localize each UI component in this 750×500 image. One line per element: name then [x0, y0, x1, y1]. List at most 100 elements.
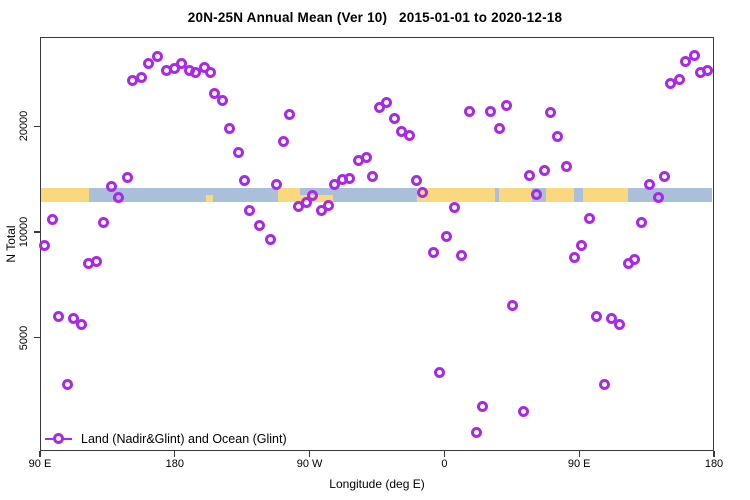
- data-point: [75, 318, 87, 330]
- y-axis-tick-label: 10000: [18, 216, 30, 248]
- data-point: [427, 246, 439, 258]
- x-axis-tick-label: 90 E: [567, 458, 591, 470]
- data-point: [507, 300, 519, 312]
- x-axis-tick: [39, 451, 41, 457]
- data-point: [47, 214, 59, 226]
- data-point: [152, 50, 164, 62]
- plot-area: Land (Nadir&Glint) and Ocean (Glint): [38, 37, 714, 451]
- data-point: [135, 71, 147, 83]
- x-axis-tick-label: 180: [704, 458, 724, 470]
- x-axis-tick-label: 180: [165, 458, 184, 470]
- data-point: [538, 164, 550, 176]
- data-point: [456, 250, 468, 262]
- data-point: [38, 240, 50, 252]
- data-point: [143, 58, 155, 70]
- data-point: [544, 106, 556, 118]
- land-patch: [277, 188, 301, 202]
- data-point: [561, 160, 573, 172]
- legend-label: Land (Nadir&Glint) and Ocean (Glint): [81, 432, 287, 446]
- data-point: [417, 187, 429, 199]
- data-point: [122, 171, 134, 183]
- data-point: [484, 105, 496, 117]
- land-patch: [416, 188, 495, 202]
- data-point: [344, 172, 356, 184]
- data-point: [673, 73, 685, 85]
- x-axis-tick-label: 90 W: [296, 458, 323, 470]
- data-point: [306, 189, 318, 201]
- data-point: [552, 131, 564, 143]
- land-patch: [41, 188, 89, 202]
- data-point: [204, 66, 216, 78]
- data-point: [576, 240, 588, 252]
- data-point: [224, 122, 236, 134]
- data-point: [366, 170, 378, 182]
- data-point: [243, 204, 255, 216]
- data-point: [176, 58, 188, 70]
- data-point: [329, 179, 341, 191]
- chart-title: 20N-25N Annual Mean (Ver 10) 2015-01-01 …: [187, 10, 563, 25]
- data-point: [583, 212, 595, 224]
- x-axis-tick: [443, 451, 446, 457]
- data-point: [531, 188, 543, 200]
- data-point: [381, 96, 393, 108]
- data-point: [517, 406, 529, 418]
- land-patch: [583, 188, 629, 202]
- y-axis-tick-label: 20000: [18, 111, 30, 142]
- data-point: [233, 146, 245, 158]
- data-point: [628, 254, 640, 266]
- data-point: [239, 175, 251, 187]
- data-point: [501, 100, 513, 112]
- x-axis-tick: [713, 451, 715, 457]
- data-point: [90, 255, 102, 267]
- data-point: [606, 313, 618, 325]
- y-axis-label: N Total: [4, 225, 18, 263]
- data-point: [53, 310, 65, 322]
- data-point: [679, 56, 691, 68]
- data-point: [113, 192, 125, 204]
- data-point: [652, 192, 664, 204]
- y-axis-tick: [34, 231, 40, 233]
- data-point: [189, 66, 201, 78]
- y-axis-tick: [34, 125, 40, 127]
- data-point: [284, 108, 296, 120]
- data-point: [658, 170, 670, 182]
- data-point: [664, 78, 676, 90]
- land-patch: [205, 195, 214, 202]
- y-axis-tick: [34, 337, 40, 339]
- data-point: [323, 199, 335, 211]
- x-axis-tick: [308, 451, 311, 457]
- data-point: [300, 197, 312, 209]
- legend-point-symbol: [53, 433, 64, 444]
- data-point: [493, 123, 505, 135]
- x-axis-label: Longitude (deg E): [329, 477, 425, 491]
- land-patch: [499, 188, 533, 202]
- x-axis-tick: [174, 451, 176, 457]
- data-point: [209, 87, 221, 99]
- y-axis-tick-label: 5000: [18, 325, 30, 350]
- data-point: [471, 427, 483, 439]
- data-point: [270, 179, 282, 191]
- data-point: [523, 169, 535, 181]
- data-point: [105, 180, 117, 192]
- data-point: [591, 310, 603, 322]
- data-point: [568, 252, 580, 264]
- data-point: [373, 102, 385, 114]
- data-point: [278, 136, 290, 148]
- data-point: [433, 367, 445, 379]
- data-point: [411, 175, 423, 187]
- data-point: [477, 401, 489, 413]
- data-point: [360, 152, 372, 164]
- data-point: [98, 217, 110, 229]
- data-point: [441, 230, 453, 242]
- data-point: [643, 179, 655, 191]
- x-axis-tick-label: 90 E: [28, 458, 52, 470]
- land-patch: [545, 188, 575, 202]
- data-point: [388, 112, 400, 124]
- data-point: [216, 94, 228, 106]
- data-point: [598, 379, 610, 391]
- data-point: [403, 130, 415, 142]
- data-point: [62, 379, 74, 391]
- data-point: [636, 217, 648, 229]
- data-point: [463, 105, 475, 117]
